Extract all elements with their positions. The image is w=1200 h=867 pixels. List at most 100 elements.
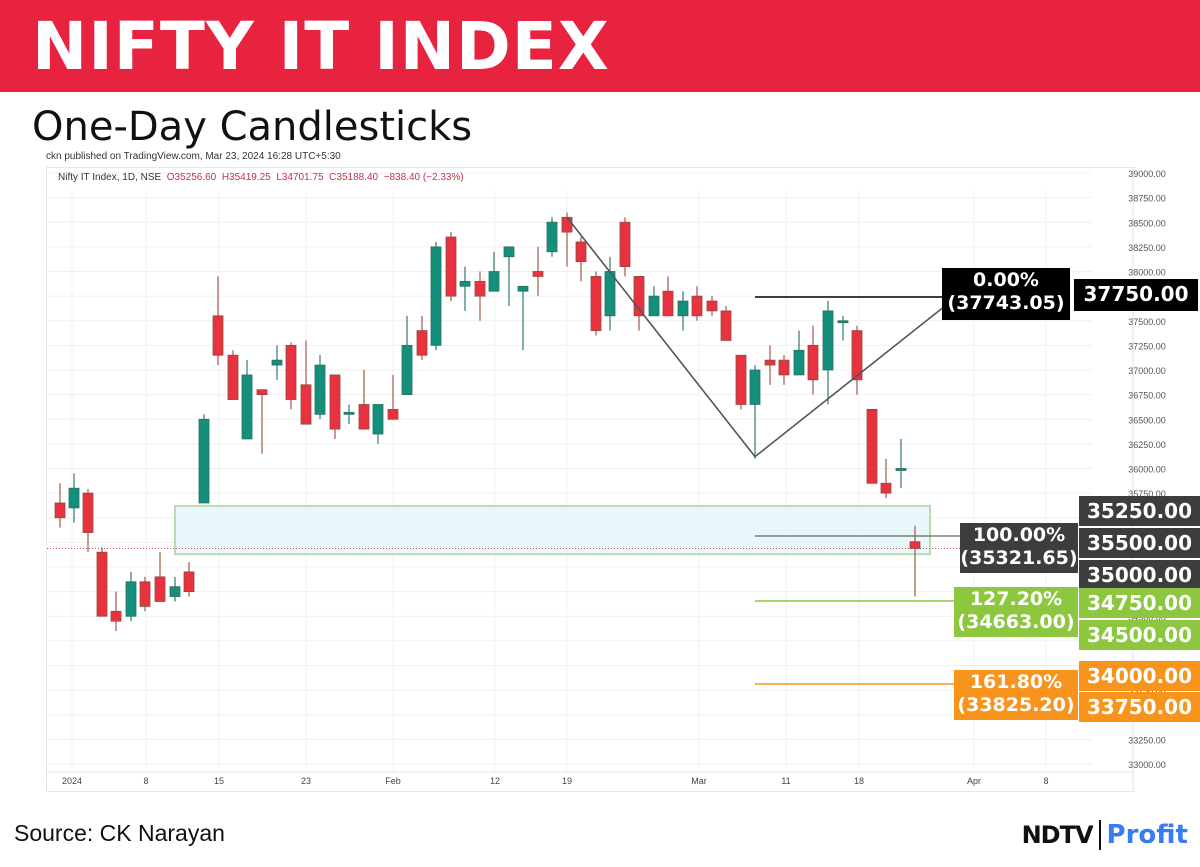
page-subtitle: One-Day Candlesticks [32,104,473,150]
candle-down [909,541,921,549]
fib-pct: 100.00% [972,524,1066,546]
candle-down [590,276,602,331]
y-tick-label: 36500.00 [1128,415,1166,425]
published-note: ckn published on TradingView.com, Mar 23… [46,151,341,162]
candle-down [735,354,747,405]
fib-pct: 127.20% [969,588,1063,610]
x-tick-label: Mar [691,776,707,786]
candle-up [314,364,326,415]
candle-up [488,271,500,292]
x-tick-label: 15 [214,776,224,786]
candle-down [227,354,239,400]
fib-price: (35321.65) [960,547,1078,569]
candle-down [866,408,878,484]
candle-up [198,418,210,504]
y-tick-label: 36000.00 [1128,465,1166,475]
candle-down [474,280,486,297]
candle-down [851,330,863,381]
candle-up [241,374,253,440]
candle-up [271,359,283,366]
candle-down [110,610,122,622]
fib-label-127: 127.20% (34663.00) [954,587,1078,637]
candle-down [532,271,544,277]
candle-down [212,315,224,356]
fib-price: (34663.00) [957,611,1075,633]
candle-down [416,330,428,356]
candle-down [139,581,151,607]
title-banner: NIFTY IT INDEX [0,0,1200,92]
y-tick-label: 37500.00 [1128,317,1166,327]
candle-down [880,482,892,494]
y-tick-label: 37000.00 [1128,366,1166,376]
legend-open: O35256.60 [166,172,217,183]
price-tag-34000: 34000.00 [1079,661,1200,691]
fib-pct: 0.00% [973,269,1039,291]
y-tick-label: 39000.00 [1128,169,1166,179]
page-title: NIFTY IT INDEX [32,8,610,85]
chart-frame [46,167,1135,792]
x-tick-label: 8 [1043,776,1048,786]
candle-up [749,369,761,405]
zigzag-pattern-line [566,216,946,458]
y-tick-label: 38250.00 [1128,243,1166,253]
candle-up [430,246,442,346]
candle-down [662,290,674,317]
price-tag-34500: 34500.00 [1079,620,1200,650]
candle-up [459,280,471,287]
x-tick-label: 12 [490,776,500,786]
fib-label-161: 161.80% (33825.20) [954,670,1078,720]
y-tick-label: 38000.00 [1128,268,1166,278]
x-tick-label: 8 [143,776,148,786]
logo-profit: Profit [1106,820,1188,850]
candle-down [720,310,732,341]
price-tag-35250: 35250.00 [1079,496,1200,526]
x-tick-label: 18 [854,776,864,786]
y-tick-label: 36750.00 [1128,391,1166,401]
support-zone [174,504,931,556]
candle-down [561,216,573,233]
candle-down [807,344,819,381]
candle-down [285,344,297,400]
legend-change: −838.40 (−2.33%) [383,172,464,183]
candle-down [575,241,587,263]
y-tick-label: 37250.00 [1128,341,1166,351]
candle-up [372,404,384,435]
candle-down [329,374,341,430]
candle-down [706,300,718,312]
candle-down [387,408,399,420]
candle-down [256,389,268,396]
x-tick-label: 19 [562,776,572,786]
price-tag-34750: 34750.00 [1079,588,1200,618]
y-tick-label: 33750.00 [1128,686,1166,696]
y-tick-label: 33250.00 [1128,735,1166,745]
y-tick-label: 36250.00 [1128,440,1166,450]
logo-separator [1098,820,1101,850]
price-tag-33750: 33750.00 [1079,692,1200,722]
candle-up [837,320,849,324]
fib-label-100: 100.00% (35321.65) [960,523,1078,573]
logo-ndtv: NDTV [1021,821,1094,849]
y-tick-label: 33000.00 [1128,760,1166,770]
fib-label-0: 0.00% (37743.05) [942,268,1070,320]
candle-up [822,310,834,371]
candle-up [793,349,805,376]
x-tick-label: 2024 [62,776,82,786]
x-tick-label: 23 [301,776,311,786]
price-tag-35000: 35000.00 [1079,560,1200,588]
x-tick-label: 11 [781,776,790,786]
candle-up [401,344,413,396]
candle-up [503,246,515,258]
candle-down [154,576,166,602]
candle-up [546,221,558,253]
legend-high: H35419.25 [221,172,271,183]
fib-price: (37743.05) [947,292,1065,314]
legend-low: L34701.75 [276,172,324,183]
candle-up [677,300,689,317]
candle-down [183,571,195,593]
candle-up [648,295,660,317]
source-credit: Source: CK Narayan [14,820,225,846]
candle-up [68,487,80,509]
candle-down [54,502,66,519]
price-tag-37750: 37750.00 [1074,279,1198,311]
